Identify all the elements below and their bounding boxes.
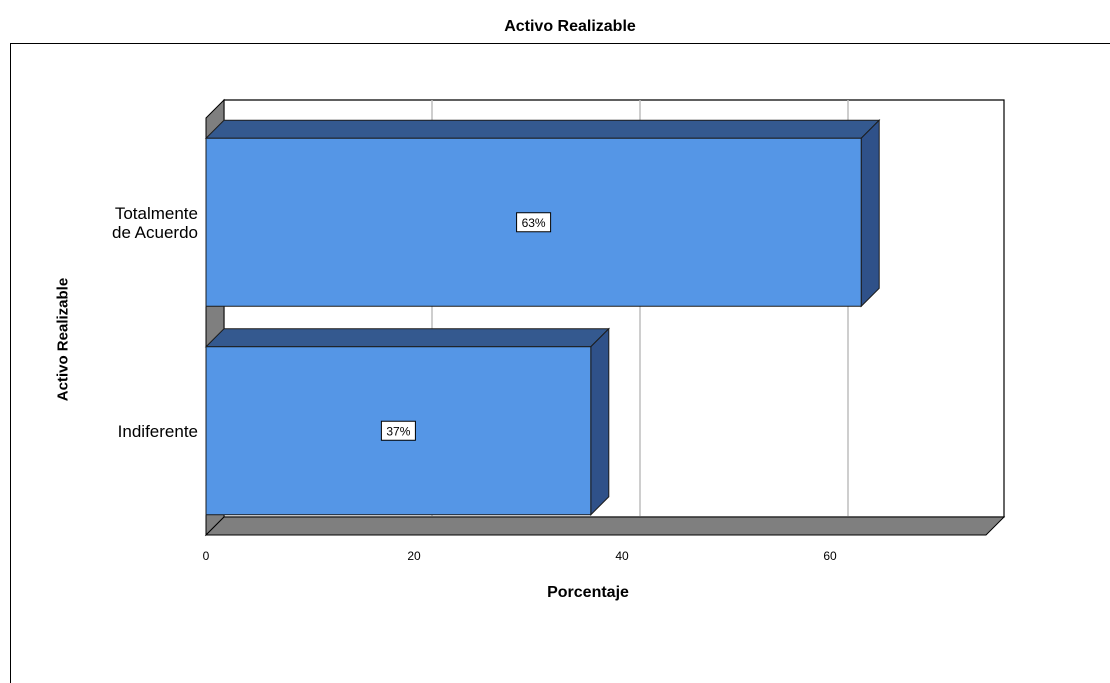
y-category-label: Totalmente bbox=[115, 204, 198, 223]
x-tick-label: 40 bbox=[615, 549, 629, 563]
bar-side bbox=[860, 119, 880, 308]
x-tick-label: 60 bbox=[823, 549, 837, 563]
x-tick-label: 0 bbox=[203, 549, 210, 563]
chart-title: Activo Realizable bbox=[504, 18, 636, 35]
data-label: 63% bbox=[522, 216, 546, 230]
chart-frame bbox=[10, 43, 1110, 683]
x-axis-ticks: 0 20 40 60 bbox=[203, 549, 837, 563]
floor bbox=[204, 516, 1006, 536]
data-label-box: 37% bbox=[380, 420, 416, 441]
data-label-frame bbox=[380, 420, 416, 441]
y-category-label: de Acuerdo bbox=[112, 223, 198, 242]
bar-top bbox=[204, 328, 611, 348]
data-label-box: 63% bbox=[516, 212, 552, 233]
y-axis-title: Activo Realizable bbox=[54, 277, 72, 402]
x-tick-label: 20 bbox=[407, 549, 421, 563]
bar-top bbox=[204, 119, 881, 139]
data-label-frame bbox=[516, 212, 552, 233]
bar-side bbox=[590, 327, 610, 516]
x-axis-title: Porcentaje bbox=[547, 584, 629, 601]
plot-floor bbox=[204, 516, 1006, 536]
data-labels: 63% 37% bbox=[380, 212, 552, 441]
data-label: 37% bbox=[386, 424, 410, 438]
y-category-label: Indiferente bbox=[118, 422, 198, 441]
